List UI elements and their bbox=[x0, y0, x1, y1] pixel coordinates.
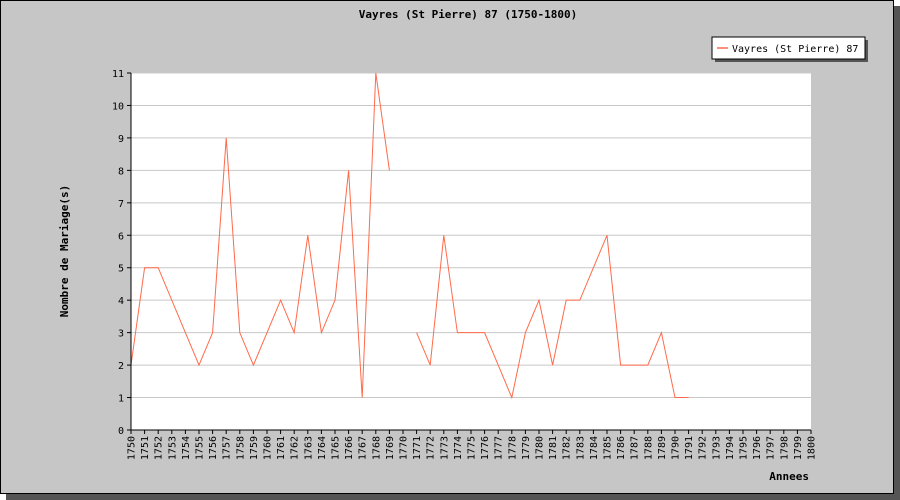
y-tick-label: 7 bbox=[118, 199, 124, 210]
x-tick-label: 1789 bbox=[657, 436, 668, 460]
plot-area bbox=[131, 73, 811, 430]
x-tick-label: 1785 bbox=[603, 436, 614, 460]
x-tick-label: 1798 bbox=[779, 436, 790, 460]
x-tick-label: 1774 bbox=[453, 436, 464, 460]
y-tick-label: 11 bbox=[112, 69, 124, 80]
x-tick-label: 1762 bbox=[290, 436, 301, 460]
x-axis-label: Annees bbox=[769, 470, 809, 483]
series-lines bbox=[130, 72, 689, 400]
grid-lines bbox=[131, 72, 811, 399]
y-tick-labels: 0 1 2 3 4 5 6 7 8 9 10 11 bbox=[112, 69, 131, 437]
x-tick-label: 1754 bbox=[181, 436, 192, 460]
x-tick-label: 1769 bbox=[385, 436, 396, 460]
x-tick-label: 1764 bbox=[317, 436, 328, 460]
x-tick-label: 1796 bbox=[752, 436, 763, 460]
x-tick-label: 1794 bbox=[725, 436, 736, 460]
x-tick-label: 1750 bbox=[127, 436, 138, 460]
legend-box bbox=[711, 36, 866, 60]
series-line-segment bbox=[130, 72, 390, 398]
x-tick-label: 1784 bbox=[589, 436, 600, 460]
x-tick-label: 1765 bbox=[331, 436, 342, 460]
legend-label: Vayres (St Pierre) 87 bbox=[732, 44, 858, 55]
x-tick-label: 1782 bbox=[562, 436, 573, 460]
x-tick-label: 1778 bbox=[507, 436, 518, 460]
chart-svg: Vayres (St Pierre) 87 (1750-1800) Vayres… bbox=[58, 8, 868, 483]
x-tick-label: 1766 bbox=[344, 436, 355, 460]
y-tick-label: 9 bbox=[118, 134, 124, 145]
x-tick-label: 1761 bbox=[276, 436, 287, 460]
x-tick-label: 1767 bbox=[358, 436, 369, 460]
x-tick-label: 1781 bbox=[548, 436, 559, 460]
x-tick-label: 1792 bbox=[698, 436, 709, 460]
x-tick-label: 1791 bbox=[684, 436, 695, 460]
x-tick-label: 1753 bbox=[167, 436, 178, 460]
chart-title: Vayres (St Pierre) 87 (1750-1800) bbox=[359, 8, 578, 21]
x-tick-label: 1797 bbox=[766, 436, 777, 460]
x-tick-label: 1783 bbox=[575, 436, 586, 460]
y-tick-label: 1 bbox=[118, 394, 124, 405]
x-tick-labels: 1750 1751 1752 1753 1754 1755 1756 1757 1758 1759… bbox=[127, 430, 818, 460]
y-tick-label: 5 bbox=[118, 264, 124, 275]
x-tick-label: 1786 bbox=[616, 436, 627, 460]
y-tick-label: 0 bbox=[118, 426, 124, 437]
y-tick-label: 2 bbox=[118, 361, 124, 372]
x-tick-label: 1773 bbox=[439, 436, 450, 460]
legend: Vayres (St Pierre) 87 bbox=[711, 36, 868, 62]
x-tick-label: 1800 bbox=[807, 436, 818, 460]
x-tick-label: 1755 bbox=[195, 436, 206, 460]
x-tick-label: 1777 bbox=[494, 436, 505, 460]
x-tick-label: 1751 bbox=[140, 436, 151, 460]
x-tick-label: 1763 bbox=[303, 436, 314, 460]
x-tick-label: 1780 bbox=[535, 436, 546, 460]
x-tick-label: 1771 bbox=[412, 436, 423, 460]
x-tick-label: 1795 bbox=[739, 436, 750, 460]
x-tick-label: 1793 bbox=[711, 436, 722, 460]
x-tick-label: 1756 bbox=[208, 436, 219, 460]
x-tick-label: 1799 bbox=[793, 436, 804, 460]
x-tick-label: 1787 bbox=[630, 436, 641, 460]
x-tick-label: 1775 bbox=[467, 436, 478, 460]
x-tick-label: 1770 bbox=[399, 436, 410, 460]
y-tick-label: 6 bbox=[118, 231, 124, 242]
y-tick-label: 4 bbox=[118, 296, 124, 307]
x-tick-label: 1779 bbox=[521, 436, 532, 460]
x-tick-label: 1752 bbox=[154, 436, 165, 460]
y-tick-label: 10 bbox=[112, 101, 124, 112]
x-tick-label: 1776 bbox=[480, 436, 491, 460]
y-axis-label: Nombre de Mariage(s) bbox=[58, 185, 71, 317]
x-tick-label: 1772 bbox=[426, 436, 437, 460]
x-tick-label: 1759 bbox=[249, 436, 260, 460]
x-tick-label: 1768 bbox=[371, 436, 382, 460]
x-tick-label: 1760 bbox=[263, 436, 274, 460]
x-tick-label: 1788 bbox=[643, 436, 654, 460]
series-line-segment bbox=[416, 235, 689, 400]
x-tick-label: 1790 bbox=[671, 436, 682, 460]
y-tick-label: 8 bbox=[118, 166, 124, 177]
y-tick-label: 3 bbox=[118, 329, 124, 340]
x-tick-label: 1758 bbox=[235, 436, 246, 460]
x-tick-label: 1757 bbox=[222, 436, 233, 460]
